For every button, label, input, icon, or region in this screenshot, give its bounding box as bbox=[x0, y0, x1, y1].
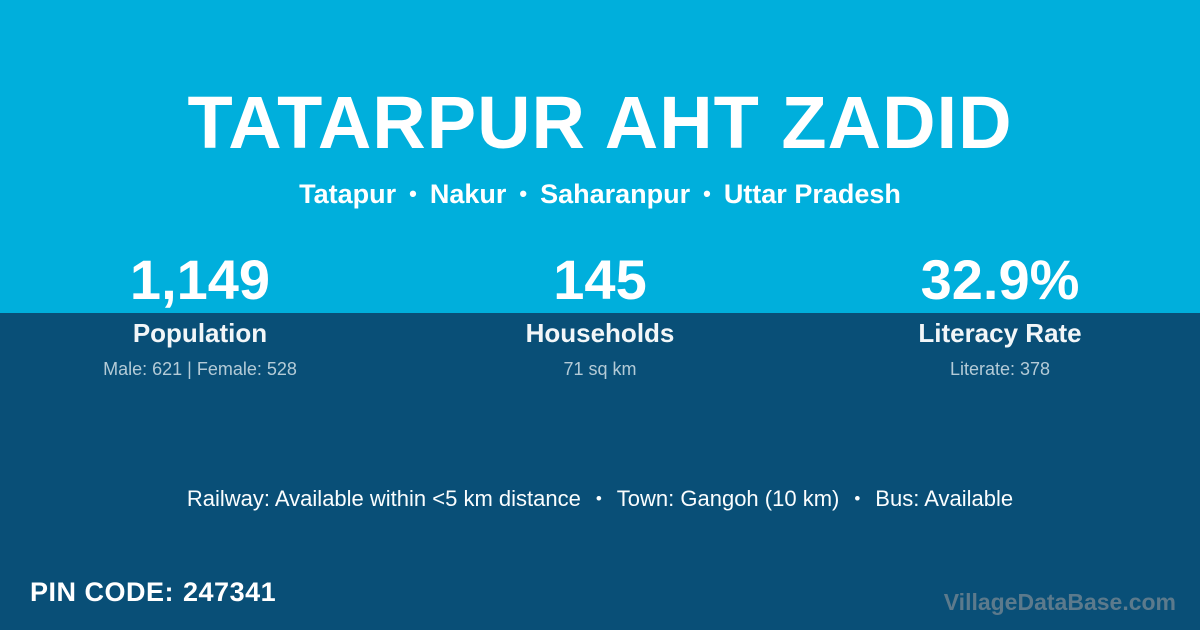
bullet-separator: • bbox=[595, 489, 602, 508]
literacy-detail: Literate: 378 bbox=[949, 358, 1051, 379]
hero-section: TATARPUR AHT ZADID Tatapur • Nakur • Sah… bbox=[0, 0, 1200, 313]
breadcrumb: Tatapur • Nakur • Saharanpur • Uttar Pra… bbox=[0, 179, 1200, 210]
pin-code: PIN CODE: 247341 bbox=[30, 577, 276, 608]
population-label: Population bbox=[132, 318, 268, 348]
breadcrumb-item-state: Uttar Pradesh bbox=[723, 179, 901, 209]
pin-code-label: PIN CODE: bbox=[30, 577, 175, 607]
amenity-railway: Railway: Available within <5 km distance bbox=[186, 486, 581, 511]
population-detail: Male: 621 | Female: 528 bbox=[103, 358, 297, 379]
literacy-label: Literacy Rate bbox=[918, 318, 1082, 348]
stat-population: 1,149 Population Male: 621 | Female: 528 bbox=[0, 252, 400, 380]
bullet-separator: • bbox=[519, 181, 528, 206]
stat-literacy-rate: 32.9% Literacy Rate Literate: 378 bbox=[800, 252, 1200, 380]
breadcrumb-item-village: Tatapur bbox=[299, 179, 397, 209]
village-title: TATARPUR AHT ZADID bbox=[187, 81, 1013, 164]
stats-row: 1,149 Population Male: 621 | Female: 528… bbox=[0, 252, 1200, 380]
households-label: Households bbox=[525, 318, 675, 348]
stat-households: 145 Households 71 sq km bbox=[400, 252, 800, 380]
breadcrumb-item-tehsil: Nakur bbox=[429, 179, 507, 209]
bullet-separator: • bbox=[409, 181, 417, 206]
households-detail: 71 sq km bbox=[563, 358, 637, 379]
amenities-line: Railway: Available within <5 km distance… bbox=[0, 486, 1200, 512]
bullet-separator: • bbox=[703, 181, 711, 206]
bullet-separator: • bbox=[854, 489, 861, 508]
watermark: VillageDataBase.com bbox=[943, 589, 1176, 615]
pin-code-value: 247341 bbox=[183, 577, 277, 607]
literacy-value: 32.9% bbox=[920, 248, 1080, 311]
breadcrumb-item-district: Saharanpur bbox=[540, 179, 691, 209]
amenity-bus: Bus: Available bbox=[875, 486, 1014, 511]
population-value: 1,149 bbox=[129, 248, 271, 311]
amenity-town: Town: Gangoh (10 km) bbox=[616, 486, 840, 511]
households-value: 145 bbox=[553, 248, 647, 311]
